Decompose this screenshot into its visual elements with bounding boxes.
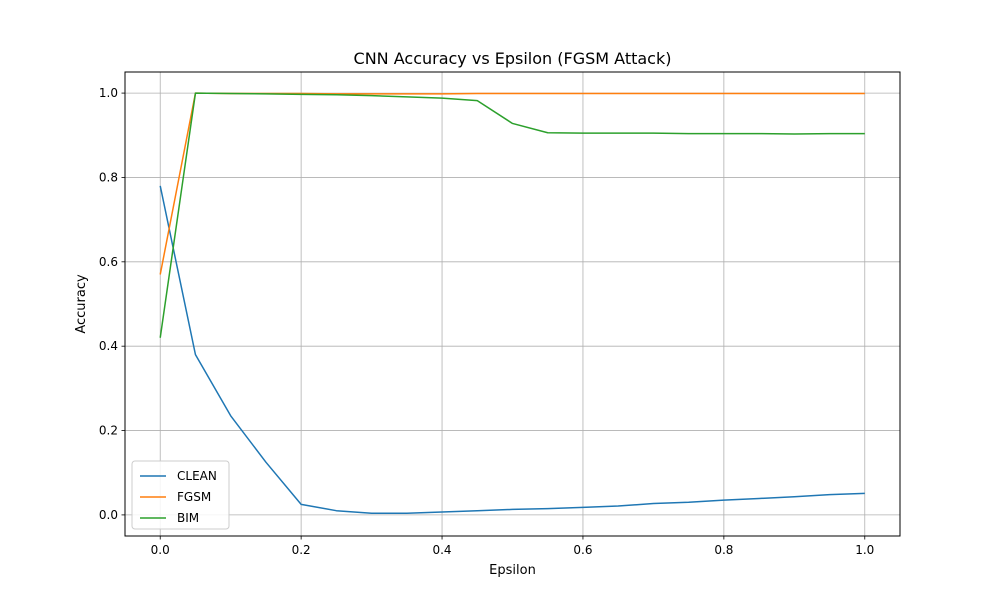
series-line-bim [159,92,865,338]
legend: CLEAN FGSM BIM [131,460,230,530]
series-line-clean [159,185,865,514]
x-tick-label: 0.6 [573,543,592,557]
x-tick-label: 0.2 [292,543,311,557]
legend-box [131,460,230,530]
y-tick-label: 0.2 [99,424,118,438]
grid [125,72,900,536]
y-tick-label: 0.4 [99,339,118,353]
legend-label-bim: BIM [177,511,199,525]
x-tick-label: 0.4 [432,543,451,557]
chart-title: CNN Accuracy vs Epsilon (FGSM Attack) [354,49,672,68]
y-tick-label: 0.6 [99,255,118,269]
x-axis-label: Epsilon [489,563,536,578]
y-tick-label: 1.0 [99,86,118,100]
axis-ticks: 0.0 0.2 0.4 0.6 0.8 1.0 0.0 0.2 0.4 0.6 0.8 1.0 [99,86,874,557]
legend-label-fgsm: FGSM [177,490,211,504]
y-tick-label: 0.0 [99,508,118,522]
x-tick-label: 1.0 [855,543,874,557]
y-axis-label: Accuracy [74,274,89,334]
legend-label-clean: CLEAN [177,469,217,483]
x-tick-label: 0.0 [151,543,170,557]
x-tick-label: 0.8 [714,543,733,557]
series-lines [159,92,865,514]
y-tick-label: 0.8 [99,170,118,184]
plot-area-frame [124,71,901,537]
